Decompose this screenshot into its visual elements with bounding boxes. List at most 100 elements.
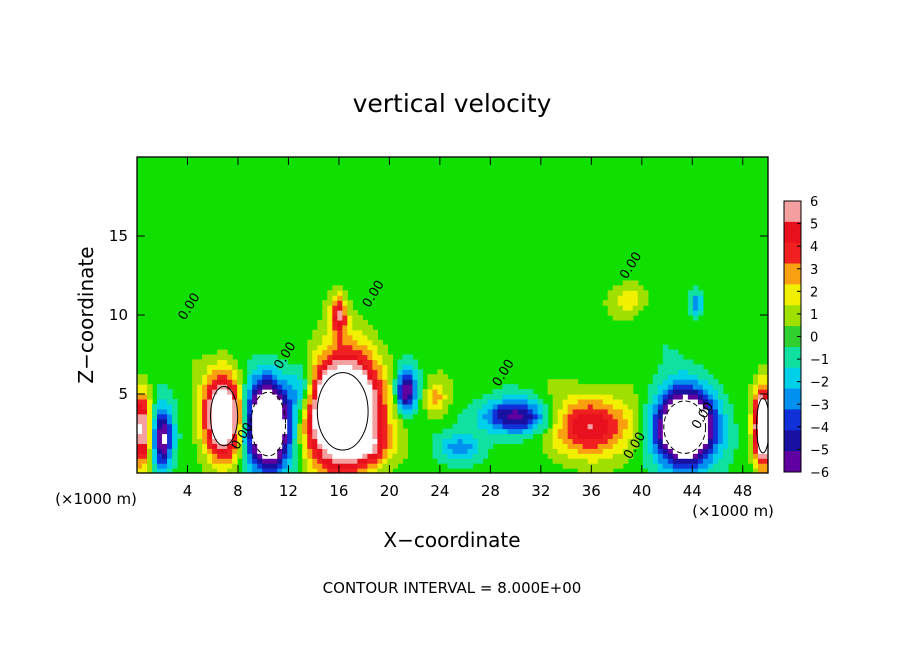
field-cell (692, 394, 699, 400)
field-cell (622, 428, 629, 435)
field-cell (252, 398, 258, 405)
field-cell (577, 423, 584, 430)
field-cell (392, 443, 399, 449)
field-cell (392, 458, 399, 464)
field-cell (227, 364, 233, 370)
field-cell (607, 448, 614, 454)
field-cell (167, 389, 173, 395)
field-cell (202, 364, 208, 370)
x-tick-label: 48 (733, 482, 752, 500)
field-cell (367, 329, 373, 336)
field-cell (362, 369, 368, 375)
field-cell (497, 408, 504, 415)
field-cell (147, 394, 153, 400)
field-cell (642, 403, 649, 410)
field-cell (382, 423, 388, 430)
field-cell (317, 344, 323, 351)
field-cell (672, 403, 679, 410)
field-cell (512, 403, 519, 410)
field-cell (587, 403, 594, 410)
field-cell (642, 300, 649, 306)
field-cell (682, 359, 689, 365)
field-cell (482, 418, 489, 425)
field-cell (362, 423, 368, 430)
field-cell (222, 428, 228, 435)
field-cell (722, 448, 729, 454)
field-cell (172, 463, 178, 469)
field-cell (377, 403, 383, 410)
field-cell (682, 443, 689, 449)
field-cell (377, 349, 383, 356)
field-cell (232, 448, 238, 454)
field-cell (402, 453, 409, 459)
field-cell (297, 433, 303, 440)
field-cell (332, 344, 338, 351)
field-cell (582, 389, 589, 395)
field-cell (212, 438, 218, 444)
field-cell (542, 448, 549, 454)
field-cell (277, 379, 283, 385)
field-cell (687, 433, 694, 440)
field-cell (347, 448, 353, 454)
field-cell (717, 408, 724, 415)
field-cell (562, 384, 569, 390)
field-cell (567, 428, 574, 435)
field-cell (387, 443, 394, 449)
field-cell (207, 364, 213, 370)
field-cell (277, 403, 283, 410)
field-cell (302, 463, 308, 469)
field-cell (252, 384, 258, 390)
field-cell (322, 359, 328, 365)
field-cell (662, 408, 669, 415)
field-cell (617, 389, 624, 395)
field-cell (332, 295, 338, 301)
field-cell (377, 374, 383, 380)
field-cell (312, 428, 318, 435)
field-cell (432, 403, 439, 410)
field-cell (462, 448, 469, 454)
field-cell (327, 295, 333, 301)
field-cell (757, 398, 764, 405)
field-cell (252, 389, 258, 395)
field-cell (662, 463, 669, 469)
field-cell (192, 438, 198, 444)
field-cell (722, 458, 729, 464)
field-cell (762, 453, 768, 459)
field-cell (552, 438, 559, 444)
field-cell (332, 359, 338, 365)
field-cell (647, 458, 654, 464)
field-cell (482, 408, 489, 415)
field-cell (352, 344, 358, 351)
field-cell (562, 458, 569, 464)
field-cell (612, 384, 619, 390)
field-cell (237, 369, 243, 375)
field-cell (332, 285, 338, 291)
field-cell (462, 418, 469, 425)
field-cell (317, 374, 323, 380)
field-cell (267, 359, 273, 365)
field-cell (672, 438, 679, 444)
field-cell (272, 468, 278, 473)
field-cell (677, 428, 684, 435)
field-cell (247, 433, 253, 440)
field-cell (352, 418, 358, 425)
colorbar-swatch (784, 388, 801, 410)
field-cell (317, 324, 323, 331)
field-cell (347, 403, 353, 410)
field-cell (272, 354, 278, 361)
field-cell (587, 408, 594, 415)
field-cell (362, 398, 368, 405)
field-cell (632, 408, 639, 415)
field-cell (347, 408, 353, 415)
field-cell (367, 379, 373, 385)
field-cell (242, 423, 248, 430)
field-cell (327, 423, 333, 430)
field-cell (242, 448, 248, 454)
field-cell (137, 458, 143, 464)
field-cell (272, 369, 278, 375)
field-cell (162, 408, 168, 415)
field-cell (217, 394, 223, 400)
field-cell (492, 438, 499, 444)
field-cell (697, 468, 704, 473)
field-cell (382, 359, 388, 365)
